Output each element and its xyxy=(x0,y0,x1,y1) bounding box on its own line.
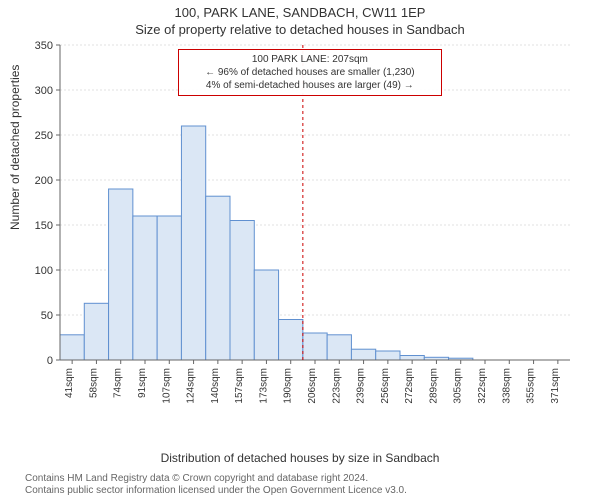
annotation-line1: 100 PARK LANE: 207sqm xyxy=(185,53,435,66)
svg-text:256sqm: 256sqm xyxy=(380,368,391,404)
svg-text:371sqm: 371sqm xyxy=(550,368,561,404)
svg-text:350: 350 xyxy=(35,40,53,52)
svg-text:355sqm: 355sqm xyxy=(526,368,537,404)
svg-text:200: 200 xyxy=(35,175,53,187)
annotation-line2: ← 96% of detached houses are smaller (1,… xyxy=(185,66,435,79)
svg-text:322sqm: 322sqm xyxy=(477,368,488,404)
svg-text:140sqm: 140sqm xyxy=(210,368,221,404)
svg-text:107sqm: 107sqm xyxy=(161,368,172,404)
annotation-box: 100 PARK LANE: 207sqm ← 96% of detached … xyxy=(178,49,442,96)
svg-text:206sqm: 206sqm xyxy=(307,368,318,404)
y-axis-label: Number of detached properties xyxy=(8,65,22,230)
svg-text:157sqm: 157sqm xyxy=(234,368,245,404)
svg-text:150: 150 xyxy=(35,220,53,232)
svg-text:100: 100 xyxy=(35,265,53,277)
svg-text:190sqm: 190sqm xyxy=(283,368,294,404)
svg-text:91sqm: 91sqm xyxy=(137,368,148,398)
footer-line2: Contains public sector information licen… xyxy=(25,485,407,497)
svg-text:272sqm: 272sqm xyxy=(404,368,415,404)
chart-svg: 05010015020025030035041sqm58sqm74sqm91sq… xyxy=(60,45,580,415)
svg-text:124sqm: 124sqm xyxy=(186,368,197,404)
svg-text:250: 250 xyxy=(35,130,53,142)
svg-text:0: 0 xyxy=(47,355,53,367)
svg-text:173sqm: 173sqm xyxy=(258,368,269,404)
svg-text:223sqm: 223sqm xyxy=(331,368,342,404)
chart-container: 100, PARK LANE, SANDBACH, CW11 1EP Size … xyxy=(0,0,600,500)
plot-area: 05010015020025030035041sqm58sqm74sqm91sq… xyxy=(60,45,580,415)
svg-text:338sqm: 338sqm xyxy=(501,368,512,404)
footer-line1: Contains HM Land Registry data © Crown c… xyxy=(25,473,407,485)
svg-text:239sqm: 239sqm xyxy=(356,368,367,404)
svg-text:289sqm: 289sqm xyxy=(428,368,439,404)
svg-text:74sqm: 74sqm xyxy=(113,368,124,398)
annotation-line3: 4% of semi-detached houses are larger (4… xyxy=(185,79,435,92)
svg-text:305sqm: 305sqm xyxy=(453,368,464,404)
svg-text:50: 50 xyxy=(41,310,53,322)
footer-attribution: Contains HM Land Registry data © Crown c… xyxy=(25,473,407,497)
chart-title-subtitle: Size of property relative to detached ho… xyxy=(0,22,600,37)
svg-text:300: 300 xyxy=(35,85,53,97)
x-axis-label: Distribution of detached houses by size … xyxy=(0,451,600,465)
svg-text:41sqm: 41sqm xyxy=(64,368,75,398)
chart-title-address: 100, PARK LANE, SANDBACH, CW11 1EP xyxy=(0,5,600,20)
svg-text:58sqm: 58sqm xyxy=(88,368,99,398)
